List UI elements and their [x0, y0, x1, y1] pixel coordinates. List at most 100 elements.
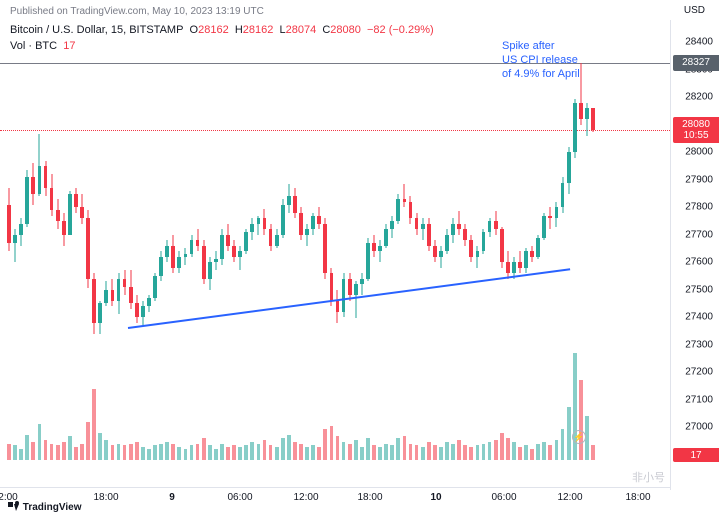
volume-bar — [141, 447, 145, 460]
volume-bar — [238, 447, 242, 460]
volume-bar — [457, 440, 461, 460]
volume-bar — [354, 440, 358, 460]
volume-bar — [135, 442, 139, 460]
publish-header: Published on TradingView.com, May 10, 20… — [10, 6, 264, 17]
volume-bar — [80, 444, 84, 460]
volume-bar — [68, 436, 72, 460]
price-tick: 27700 — [685, 229, 713, 240]
volume-bar — [555, 440, 559, 460]
volume-bar — [311, 445, 315, 460]
volume-bar — [427, 442, 431, 460]
volume-bar — [542, 442, 546, 460]
price-tick: 27600 — [685, 257, 713, 268]
time-tick: 18:00 — [625, 492, 650, 503]
volume-bar — [409, 444, 413, 460]
price-tick: 27400 — [685, 312, 713, 323]
time-tick: 12:00 — [557, 492, 582, 503]
volume-bar — [469, 447, 473, 460]
time-tick: 9 — [169, 492, 175, 503]
volume-bar — [147, 449, 151, 460]
price-axis[interactable]: 2840028300282002810028000279002780027700… — [670, 20, 719, 490]
time-tick: 12:00 — [293, 492, 318, 503]
time-tick: 18:00 — [93, 492, 118, 503]
volume-bar — [123, 445, 127, 460]
volume-bar — [159, 444, 163, 460]
flag-countdown: 10:55 — [683, 130, 708, 141]
volume-bar — [177, 447, 181, 460]
volume-bar — [573, 353, 577, 460]
volume-bar — [476, 445, 480, 460]
annotation-line: Spike after — [502, 40, 580, 54]
volume-bar — [494, 440, 498, 460]
volume-bar — [38, 424, 42, 460]
price-unit: USD — [684, 5, 705, 16]
price-tick: 28000 — [685, 147, 713, 158]
volume-bar — [323, 429, 327, 460]
volume-bar — [506, 438, 510, 460]
volume-bar — [171, 444, 175, 460]
price-tick: 28400 — [685, 37, 713, 48]
volume-bar — [281, 438, 285, 460]
price-tick: 27800 — [685, 202, 713, 213]
footer-text: TradingView — [23, 502, 82, 513]
time-tick: 06:00 — [491, 492, 516, 503]
volume-bar — [439, 447, 443, 460]
volume-bar — [153, 445, 157, 460]
volume-bar — [336, 436, 340, 460]
volume-bar — [62, 442, 66, 460]
volume-bar — [445, 442, 449, 460]
price-tick: 28200 — [685, 92, 713, 103]
volume-bar — [98, 433, 102, 460]
volume-bar — [117, 444, 121, 460]
tradingview-icon — [8, 500, 20, 512]
volume-bar — [342, 442, 346, 460]
chart-area[interactable] — [0, 20, 670, 490]
time-tick: 18:00 — [357, 492, 382, 503]
volume-bar — [548, 445, 552, 460]
volume-bar — [190, 445, 194, 460]
volume-bar — [92, 389, 96, 460]
volume-bar — [518, 447, 522, 460]
volume-bar — [13, 445, 17, 460]
volume-bar — [384, 444, 388, 460]
volume-bar — [366, 438, 370, 460]
volume-bar — [184, 449, 188, 460]
volume-bar — [208, 445, 212, 460]
volume-bar — [299, 444, 303, 460]
volume-bar — [451, 444, 455, 460]
volume-bar — [305, 447, 309, 460]
volume-bar — [202, 438, 206, 460]
volume-bar — [31, 442, 35, 460]
volume-bar — [579, 380, 583, 460]
volume-bar — [433, 445, 437, 460]
volume-bar — [403, 436, 407, 460]
price-tick: 27900 — [685, 174, 713, 185]
volume-bar — [50, 444, 54, 460]
price-line — [0, 130, 670, 131]
volume-bar — [488, 442, 492, 460]
annotation-line: US CPI release — [502, 54, 580, 68]
volume-bar — [196, 444, 200, 460]
time-tick: 10 — [430, 492, 441, 503]
volume-bar — [536, 444, 540, 460]
volume-bar — [232, 445, 236, 460]
volume-bar — [275, 447, 279, 460]
volume-bar — [74, 447, 78, 460]
flag-price: 28080 — [682, 119, 710, 130]
price-flag-line: 28327 — [673, 55, 719, 71]
volume-bar — [293, 442, 297, 460]
volume-bar — [214, 449, 218, 460]
volume-bar — [250, 442, 254, 460]
price-tick: 27500 — [685, 284, 713, 295]
time-axis[interactable]: 2:0018:00906:0012:0018:001006:0012:0018:… — [0, 487, 670, 505]
volume-bar — [512, 442, 516, 460]
volume-bar — [421, 447, 425, 460]
bolt-icon[interactable]: ⚡ — [572, 430, 586, 444]
volume-bar — [104, 440, 108, 460]
volume-bar — [129, 444, 133, 460]
volume-bar — [263, 440, 267, 460]
volume-bar — [390, 445, 394, 460]
price-tick: 27200 — [685, 367, 713, 378]
volume-bar — [372, 445, 376, 460]
volume-bar — [25, 435, 29, 460]
